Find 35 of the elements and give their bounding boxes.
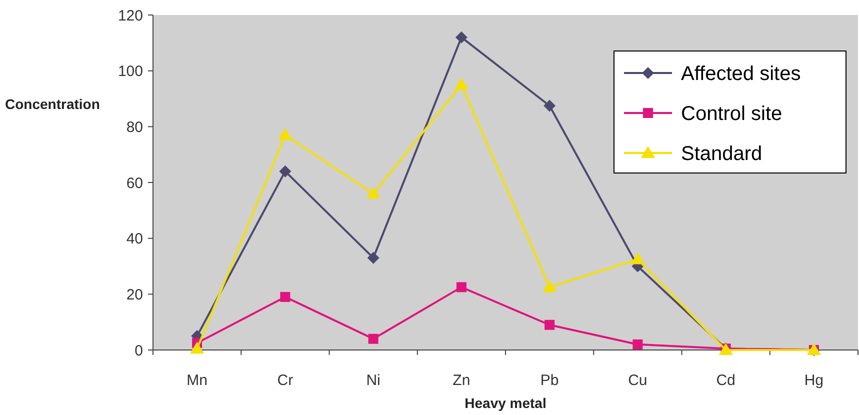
point [454,78,468,90]
point [280,292,290,302]
x-tick-label: Pb [540,372,559,389]
y-tick-label: 20 [126,286,143,304]
point [630,252,645,264]
legend-label: Control site [681,103,782,125]
y-tick-label: 0 [134,342,143,360]
point [190,342,204,354]
y-tick-label: 40 [126,230,143,248]
point [278,128,292,140]
legend-label: Standard [681,143,762,165]
x-tick-label: Mn [186,372,208,389]
point [279,165,292,178]
point [366,186,380,199]
point [367,252,380,264]
x-tick-label: Ni [366,372,380,389]
x-tick-label: Cr [277,372,294,389]
point [455,31,468,44]
y-tick-label: 60 [126,174,143,192]
x-tick-label: Hg [804,372,824,389]
x-tick-label: Cu [628,372,648,389]
point [542,280,557,292]
point [544,100,556,112]
y-axis-title: Concentration [5,96,100,112]
x-tick-label: Zn [452,372,470,389]
point [544,320,555,330]
point [368,334,378,344]
x-tick-label: Cd [716,372,736,389]
y-tick-label: 120 [118,7,143,24]
legend-label: Affected sites [681,63,801,85]
point [456,282,466,292]
x-axis-title: Heavy metal [464,395,546,411]
y-tick-label: 100 [118,63,143,80]
y-tick-label: 80 [126,118,143,136]
point [632,339,643,350]
